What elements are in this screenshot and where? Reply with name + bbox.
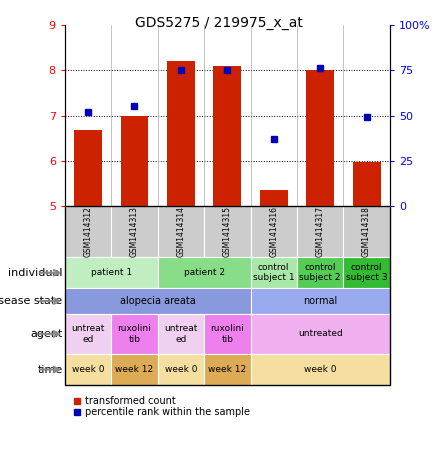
Bar [251,314,390,354]
Text: untreat
ed: untreat ed [164,324,198,344]
Text: untreated: untreated [298,329,343,338]
Bar [204,354,251,385]
Text: normal: normal [303,296,337,306]
Text: week 0: week 0 [72,365,104,374]
Bar [343,206,390,257]
Bar [260,190,288,206]
Text: GSM1414318: GSM1414318 [362,206,371,257]
Text: time: time [37,365,63,375]
Text: week 12: week 12 [115,365,154,374]
Text: ruxolini
tib: ruxolini tib [117,324,152,344]
Text: week 0: week 0 [165,365,197,374]
Text: week 0: week 0 [304,365,336,374]
Bar [65,314,111,354]
Bar [251,354,390,385]
Text: individual: individual [8,268,63,278]
Bar [111,354,158,385]
Text: patient 2: patient 2 [184,268,225,277]
Bar [74,130,102,206]
Text: GSM1414315: GSM1414315 [223,206,232,257]
Bar [65,354,111,385]
Bar [65,257,158,288]
Text: week 12: week 12 [208,365,247,374]
Text: control
subject 2: control subject 2 [300,263,341,283]
Text: control
subject 3: control subject 3 [346,263,388,283]
Bar [158,206,204,257]
Bar [353,162,381,206]
Bar [251,257,297,288]
Text: GSM1414312: GSM1414312 [84,206,92,257]
Bar [167,61,195,206]
Text: transformed count: transformed count [85,396,175,406]
Text: disease state: disease state [0,296,63,306]
Bar [120,116,148,206]
Bar [111,314,158,354]
Text: GDS5275 / 219975_x_at: GDS5275 / 219975_x_at [135,16,303,30]
Text: GSM1414317: GSM1414317 [316,206,325,257]
Text: agent: agent [30,329,63,339]
Bar [297,206,343,257]
Text: patient 1: patient 1 [91,268,132,277]
Text: GSM1414316: GSM1414316 [269,206,278,257]
Bar [65,206,111,257]
Bar [65,288,251,314]
Text: ruxolini
tib: ruxolini tib [210,324,244,344]
Text: GSM1414314: GSM1414314 [177,206,185,257]
Bar [111,206,158,257]
Text: alopecia areata: alopecia areata [120,296,195,306]
Text: percentile rank within the sample: percentile rank within the sample [85,407,250,417]
Bar [204,314,251,354]
Bar [158,257,251,288]
Bar [158,354,204,385]
Text: GSM1414313: GSM1414313 [130,206,139,257]
Bar [306,70,334,206]
Bar [297,257,343,288]
Text: control
subject 1: control subject 1 [253,263,295,283]
Text: untreat
ed: untreat ed [71,324,105,344]
Bar [158,314,204,354]
Bar [251,206,297,257]
Bar [251,288,390,314]
Bar [343,257,390,288]
Bar [213,66,241,206]
Bar [204,206,251,257]
